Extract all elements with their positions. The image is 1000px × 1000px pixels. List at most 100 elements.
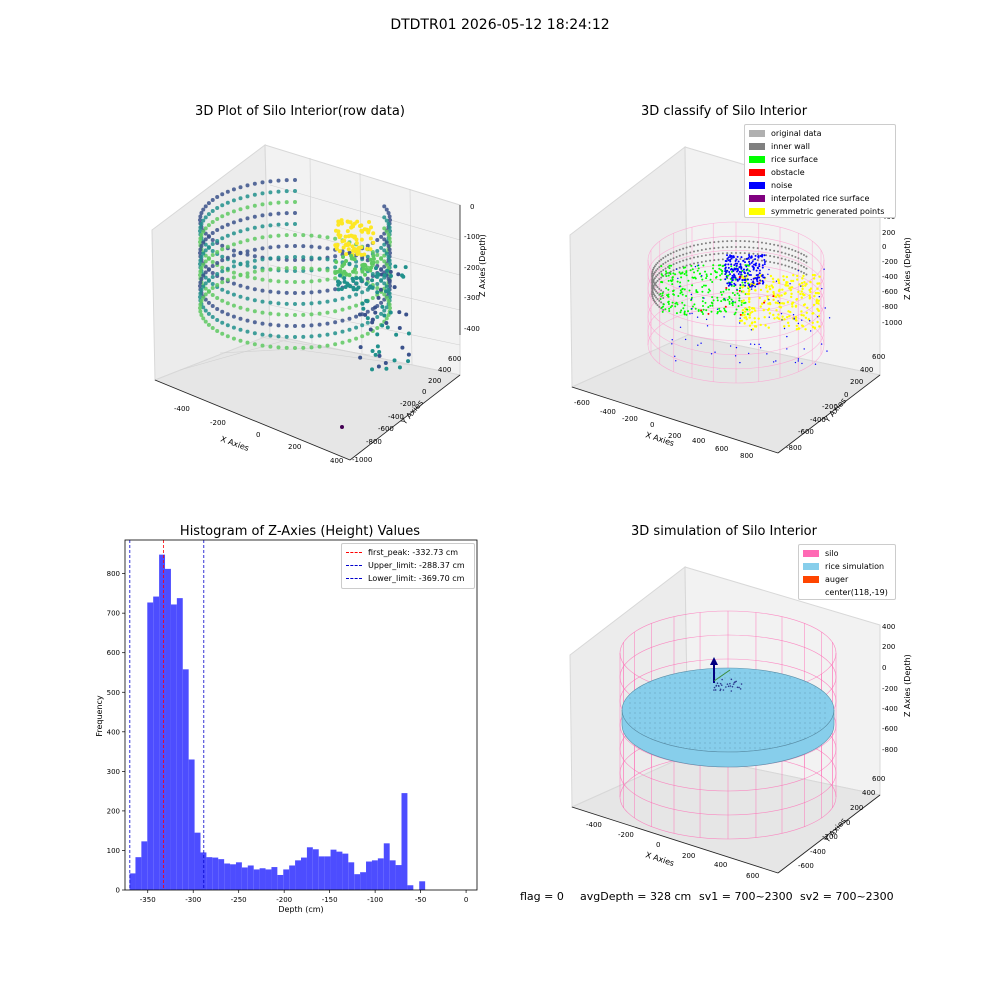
rice-surface-point: [738, 294, 741, 297]
noise-point: [768, 268, 770, 271]
rice-simulation-point: [799, 702, 801, 704]
symmetric-point: [801, 277, 804, 280]
inner-wall-point: [743, 258, 746, 261]
inner-wall-point: [700, 254, 703, 257]
rice-simulation-point: [704, 702, 706, 704]
symmetric-point: [743, 322, 746, 325]
scatter-point: [210, 271, 215, 275]
scatter-point: [260, 268, 265, 273]
scatter-point: [325, 343, 330, 348]
rice-simulation-point: [789, 702, 791, 704]
noise-point: [759, 254, 762, 257]
inner-wall-point: [689, 257, 692, 260]
scatter-point: [360, 334, 365, 339]
noise-point: [746, 278, 749, 281]
inner-wall-point: [730, 252, 733, 255]
rice-simulation-point: [784, 687, 786, 689]
legend-item: center(118,-19): [803, 586, 891, 599]
histogram-bar: [283, 869, 290, 890]
noise-point: [744, 284, 747, 287]
noise-point: [763, 263, 766, 266]
rice-simulation-point: [714, 727, 716, 729]
symmetric-point: [808, 296, 812, 299]
rice-surface-point: [731, 292, 734, 295]
inner-wall-point: [655, 269, 658, 272]
rice-simulation-point: [644, 687, 646, 689]
rice-simulation-point: [759, 702, 761, 704]
inner-wall-point: [678, 254, 681, 257]
rice-simulation-point: [689, 697, 691, 699]
scatter-point: [338, 267, 343, 272]
rice-simulation-point: [759, 692, 761, 694]
scatter-point: [363, 272, 368, 277]
scatter-point: [268, 179, 273, 184]
scatter-point: [215, 250, 220, 255]
inner-wall-point: [777, 262, 779, 265]
rice-surface-point: [661, 294, 664, 297]
scatter-point: [358, 312, 363, 317]
noise-point: [761, 254, 764, 257]
scatter-point: [276, 301, 281, 306]
scatter-point: [284, 345, 289, 350]
auger-point: [735, 680, 737, 683]
scatter-point: [301, 233, 306, 238]
scatter-point: [370, 295, 375, 300]
scatter-point: [260, 310, 265, 315]
rice-simulation-point: [709, 712, 711, 714]
rice-simulation-point: [674, 687, 676, 689]
rice-simulation-point: [699, 672, 701, 674]
scatter-point: [382, 259, 387, 264]
inner-wall-point: [667, 272, 670, 275]
histogram-bar: [253, 869, 260, 890]
rice-simulation-point: [744, 697, 746, 699]
legend-swatch: [803, 589, 819, 596]
inner-wall-point: [652, 293, 655, 296]
rice-simulation-point: [734, 722, 736, 724]
scatter-point: [245, 263, 250, 268]
histogram-bar: [218, 859, 225, 890]
avg-depth-text: avgDepth = 328 cm: [580, 890, 692, 903]
noise-point: [729, 268, 732, 271]
noise-point: [734, 262, 737, 265]
z-tick: -400: [464, 325, 480, 333]
scatter-point: [231, 248, 236, 253]
inner-wall-point: [651, 284, 654, 287]
rice-simulation-point: [794, 692, 796, 694]
noise-point: [701, 275, 703, 277]
scatter-point: [210, 242, 215, 246]
y-tick: 600: [872, 775, 885, 783]
rice-simulation-point: [784, 702, 786, 704]
scatter-point: [361, 266, 366, 271]
scatter-point: [215, 261, 220, 266]
rice-simulation-point: [814, 702, 816, 704]
noise-point: [737, 273, 740, 276]
rice-surface-point: [705, 277, 708, 280]
scatter-point: [206, 256, 211, 261]
inner-wall-point: [693, 256, 695, 259]
rice-simulation-point: [654, 707, 656, 709]
inner-wall-point: [652, 297, 655, 300]
scatter-point: [220, 214, 225, 219]
scatter-point: [354, 237, 359, 242]
rice-simulation-point: [719, 727, 721, 729]
noise-point: [724, 267, 727, 270]
rice-surface-point: [680, 291, 683, 294]
rice-surface-point: [667, 301, 670, 304]
z-tick: -200: [464, 264, 480, 272]
rice-simulation-point: [664, 677, 666, 679]
histogram-bar: [289, 865, 296, 890]
scatter-point: [347, 316, 352, 321]
rice-surface-point: [720, 293, 723, 296]
inner-wall-point: [787, 247, 790, 250]
scatter-point: [379, 278, 384, 283]
symmetric-point: [753, 309, 757, 312]
inner-wall-point: [713, 247, 716, 250]
rice-surface-point: [741, 269, 744, 272]
rice-simulation-point: [669, 692, 671, 694]
rice-simulation-point: [719, 737, 721, 739]
y-tick: -200: [822, 403, 838, 411]
scatter-point: [284, 301, 289, 306]
rice-simulation-point: [809, 722, 811, 724]
noise-point: [763, 261, 766, 264]
scatter-point: [220, 192, 225, 197]
